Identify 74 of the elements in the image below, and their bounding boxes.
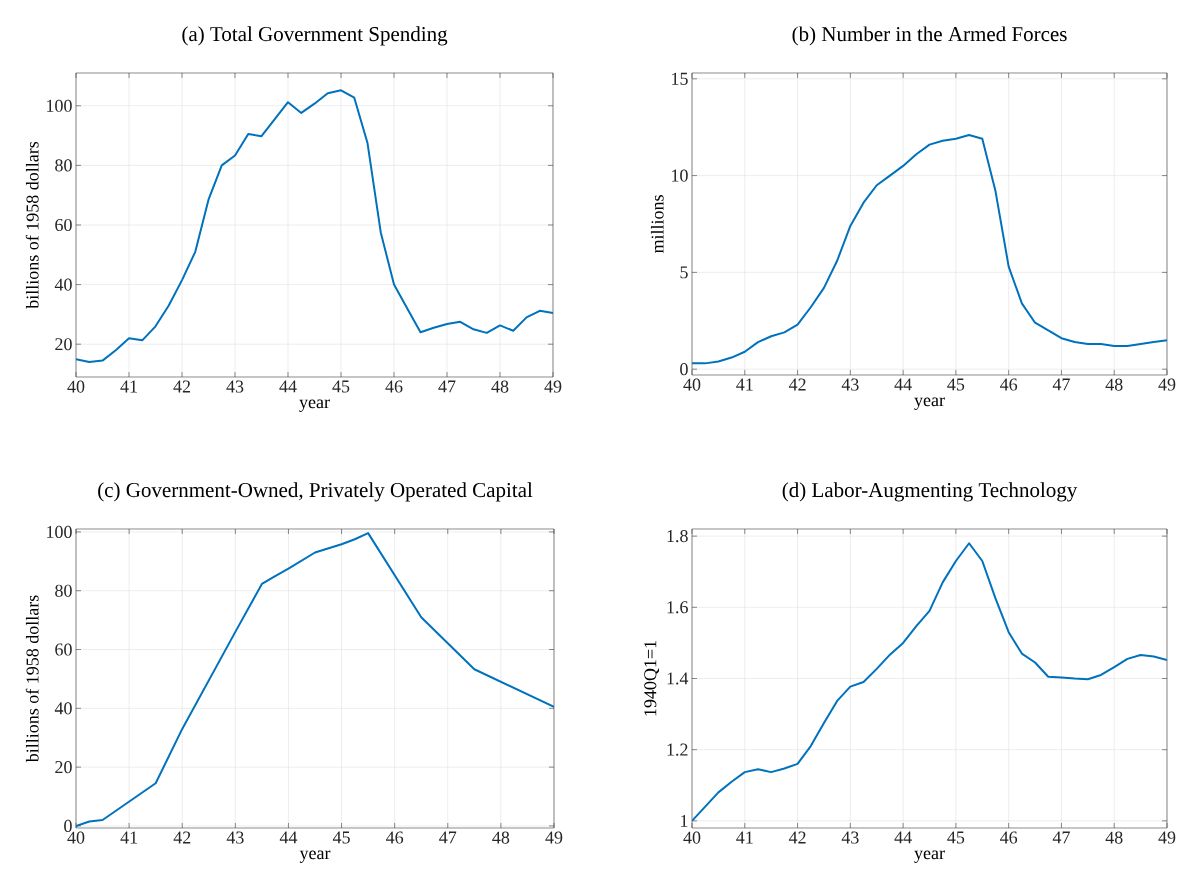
chart-title: (a) Total Government Spending	[182, 26, 448, 46]
y-tick-label: 40	[54, 278, 72, 291]
x-tick-label: 41	[736, 378, 753, 391]
x-tick-label: 49	[545, 831, 563, 844]
x-tick-label: 46	[386, 831, 404, 844]
x-tick-label: 42	[788, 378, 806, 391]
x-tick-label: 46	[385, 380, 403, 393]
y-tick-label: 10	[672, 169, 688, 182]
x-tick-label: 42	[173, 380, 191, 393]
x-tick-label: 41	[120, 831, 138, 844]
x-tick-label: 43	[226, 380, 244, 393]
x-tick-label: 47	[438, 380, 456, 393]
y-tick-label: 60	[55, 218, 72, 232]
x-axis-title: year	[914, 850, 945, 863]
chart-title: (b) Number in the Armed Forces	[792, 26, 1067, 46]
x-axis-title: year	[299, 850, 331, 863]
x-tick-label: 48	[1105, 831, 1123, 844]
x-tick-label: 44	[894, 378, 912, 391]
chart-title: (d) Labor-Augmenting Technology	[782, 482, 1078, 502]
y-axis-title: 1940Q1=1	[644, 641, 660, 716]
y-tick-label: 20	[55, 761, 72, 774]
x-tick-label: 46	[1000, 378, 1018, 391]
y-tick-label: 80	[55, 584, 72, 597]
x-tick-label: 49	[544, 380, 562, 393]
chart-title: (c) Government-Owned, Privately Operated Capital	[98, 482, 533, 502]
y-tick-label: 15	[672, 72, 688, 85]
y-tick-label: 60	[55, 643, 72, 656]
x-tick-label: 42	[788, 831, 806, 844]
y-axis-title: billions of 1958 dollars	[25, 141, 39, 309]
x-tick-label: 41	[120, 380, 137, 393]
y-axis-title: billions of 1958 dollars	[25, 595, 39, 763]
x-tick-label: 49	[1158, 378, 1176, 391]
y-tick-label: 0	[64, 819, 72, 832]
line-series	[692, 133, 1167, 365]
line-series	[692, 542, 1167, 822]
x-tick-label: 43	[841, 378, 859, 391]
x-tick-label: 48	[1105, 378, 1123, 391]
x-tick-label: 45	[947, 378, 965, 391]
x-tick-label: 44	[894, 831, 912, 844]
x-tick-label: 47	[439, 831, 457, 844]
x-tick-label: 40	[67, 831, 85, 844]
x-tick-label: 41	[736, 831, 753, 844]
x-tick-label: 47	[1052, 378, 1070, 391]
x-tick-label: 44	[279, 831, 298, 844]
y-tick-label: 80	[55, 159, 72, 172]
x-axis-title: year	[914, 397, 945, 410]
y-tick-label: 0	[680, 363, 688, 376]
y-axis-title: millions	[650, 195, 664, 254]
x-tick-label: 45	[332, 831, 350, 844]
y-tick-label: 5	[680, 266, 688, 279]
x-tick-label: 47	[1052, 831, 1070, 844]
x-tick-label: 45	[947, 831, 965, 844]
line-series	[76, 532, 554, 827]
x-tick-label: 49	[1158, 831, 1176, 844]
x-tick-label: 48	[492, 831, 510, 844]
x-tick-label: 43	[841, 831, 859, 844]
y-tick-label: 1	[681, 814, 688, 827]
y-tick-label: 100	[47, 99, 72, 112]
x-axis-title: year	[299, 399, 330, 412]
x-tick-label: 40	[67, 380, 85, 393]
y-tick-label: 1.6	[667, 601, 688, 614]
y-tick-label: 20	[55, 338, 72, 351]
y-tick-label: 40	[54, 702, 72, 715]
x-tick-label: 46	[1000, 831, 1018, 844]
x-tick-label: 44	[279, 380, 297, 393]
y-tick-label: 1.2	[667, 743, 688, 756]
x-tick-label: 48	[491, 380, 509, 393]
x-tick-label: 45	[332, 380, 350, 393]
y-tick-label: 1.4	[667, 672, 689, 685]
x-tick-label: 43	[226, 831, 244, 844]
y-tick-label: 100	[47, 525, 72, 538]
y-tick-label: 1.8	[667, 530, 688, 543]
line-series	[76, 89, 553, 364]
x-tick-label: 42	[173, 831, 191, 844]
